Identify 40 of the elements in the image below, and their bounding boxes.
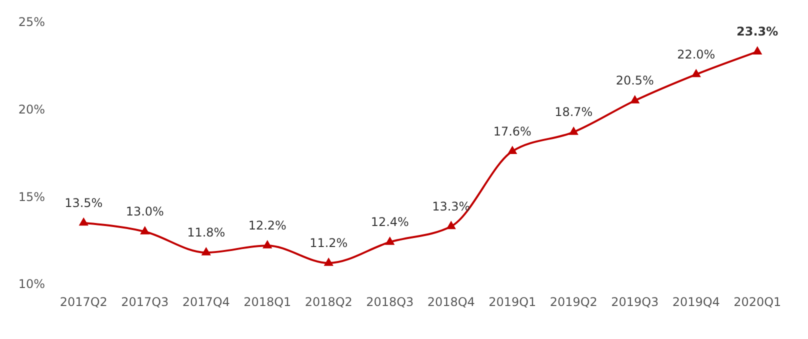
y-tick-label: 10% <box>18 277 45 292</box>
text: 11.2% <box>310 236 348 250</box>
point <box>752 46 762 54</box>
x-tick-label: 2018Q4 <box>427 295 475 309</box>
text: 12.2% <box>248 218 286 233</box>
point <box>508 146 518 154</box>
text: 22.0% <box>677 47 716 62</box>
point <box>385 236 395 245</box>
x-tick-label: 2019Q1 <box>488 295 536 309</box>
y-tick-label: 15% <box>18 190 45 204</box>
point <box>446 220 456 230</box>
x-tick-label: 2019Q4 <box>672 295 720 309</box>
x-tick-label: 2020Q1 <box>734 295 782 309</box>
point <box>691 68 701 78</box>
x-tick-label: 2019Q2 <box>550 295 598 309</box>
point <box>630 95 640 104</box>
point <box>140 226 150 234</box>
point <box>262 240 272 248</box>
point <box>324 257 334 266</box>
text: 18.7% <box>554 105 593 120</box>
text: 17.6% <box>493 124 532 138</box>
text: 13.3% <box>432 199 470 214</box>
point <box>568 126 578 135</box>
text: 20.5% <box>616 74 654 88</box>
text: 13.0% <box>126 204 164 219</box>
point <box>201 247 211 256</box>
x-tick-label: 2018Q3 <box>366 295 414 309</box>
x-tick-label: 2018Q2 <box>304 295 352 309</box>
x-tick-label: 2017Q2 <box>60 295 108 309</box>
point <box>78 217 88 226</box>
x-tick-label: 2019Q3 <box>611 295 659 309</box>
text: 23.3% <box>736 24 778 39</box>
x-tick-label: 2017Q3 <box>121 295 169 309</box>
text: 11.8% <box>187 226 226 240</box>
x-tick-label: 2018Q1 <box>244 295 292 309</box>
text: 12.4% <box>370 215 409 230</box>
y-tick-label: 25% <box>18 15 45 30</box>
text: 13.5% <box>64 196 103 210</box>
y-tick-label: 20% <box>18 102 45 117</box>
x-tick-label: 2017Q4 <box>182 295 230 309</box>
